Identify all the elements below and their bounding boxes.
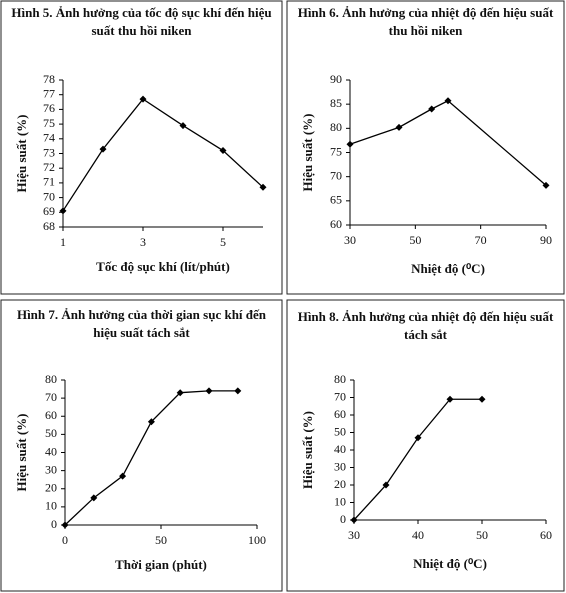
- x-tick-label: 50: [155, 533, 167, 547]
- y-tick-label: 76: [43, 101, 55, 115]
- y-tick-label: 70: [45, 390, 57, 404]
- data-point: [382, 481, 390, 489]
- x-axis-label: Thời gian (phút): [115, 557, 207, 572]
- panel-border: [286, 299, 565, 592]
- data-point: [346, 140, 354, 148]
- data-line: [349, 100, 547, 186]
- y-tick-label: 80: [334, 372, 346, 386]
- y-tick-label: 80: [330, 120, 342, 134]
- x-tick-label: 50: [476, 528, 488, 542]
- y-tick-label: 69: [43, 204, 55, 218]
- x-tick-label: 3: [140, 235, 146, 249]
- data-point: [414, 434, 422, 442]
- chart-title: Hình 6. Ảnh hưởng của nhiệt độ đến hiệu …: [297, 5, 554, 38]
- y-tick-label: 78: [43, 72, 55, 86]
- data-point: [139, 95, 147, 103]
- data-point: [61, 521, 69, 529]
- y-tick-label: 50: [334, 424, 346, 438]
- y-tick-label: 75: [43, 116, 55, 130]
- data-line: [64, 390, 238, 526]
- panel-border: [286, 0, 565, 295]
- y-tick-label: 70: [43, 189, 55, 203]
- data-point: [179, 122, 187, 130]
- y-tick-label: 72: [43, 160, 55, 174]
- y-tick-label: 60: [45, 408, 57, 422]
- y-tick-label: 20: [45, 481, 57, 495]
- y-axis-label: Hiệu suất (%): [14, 115, 29, 193]
- y-tick-label: 20: [334, 477, 346, 491]
- data-point: [219, 147, 227, 155]
- x-axis-label: Nhiệt độ (⁰C): [413, 556, 487, 571]
- data-point: [444, 97, 452, 105]
- y-tick-label: 30: [334, 459, 346, 473]
- data-point: [99, 145, 107, 153]
- data-point: [90, 494, 98, 502]
- y-tick-label: 70: [330, 168, 342, 182]
- data-point: [395, 123, 403, 131]
- x-tick-label: 40: [412, 528, 424, 542]
- x-tick-label: 30: [348, 528, 360, 542]
- y-tick-label: 0: [51, 517, 57, 531]
- y-tick-label: 80: [45, 372, 57, 386]
- y-tick-label: 90: [330, 72, 342, 86]
- data-line: [62, 98, 264, 212]
- y-tick-label: 70: [334, 389, 346, 403]
- x-tick-label: 30: [344, 233, 356, 247]
- y-tick-label: 30: [45, 462, 57, 476]
- data-point: [478, 395, 486, 403]
- x-axis-label: Tốc độ sục khí (lít/phút): [96, 259, 230, 274]
- title-box: Hình 6. Ảnh hưởng của nhiệt độ đến hiệu …: [297, 5, 554, 38]
- chart-title: Hình 8. Ảnh hưởng của nhiệt độ đến hiệu …: [297, 309, 554, 342]
- data-point: [205, 387, 213, 395]
- y-tick-label: 71: [43, 175, 55, 189]
- data-point: [446, 395, 454, 403]
- y-tick-label: 40: [334, 442, 346, 456]
- data-point: [147, 418, 155, 426]
- title-box: Hình 8. Ảnh hưởng của nhiệt độ đến hiệu …: [297, 309, 554, 342]
- x-tick-label: 0: [62, 533, 68, 547]
- x-tick-label: 5: [220, 235, 226, 249]
- y-tick-label: 74: [43, 131, 55, 145]
- title-box: Hình 7. Ảnh hưởng của thời gian sục khí …: [16, 307, 267, 340]
- x-tick-label: 70: [475, 233, 487, 247]
- data-point: [428, 105, 436, 113]
- y-tick-label: 0: [340, 512, 346, 526]
- y-tick-label: 65: [330, 193, 342, 207]
- y-tick-label: 60: [330, 217, 342, 231]
- y-tick-label: 10: [334, 494, 346, 508]
- y-tick-label: 40: [45, 444, 57, 458]
- y-tick-label: 50: [45, 426, 57, 440]
- data-point: [176, 389, 184, 397]
- y-axis-label: Hiệu suất (%): [14, 414, 29, 492]
- panel-border: [0, 299, 283, 592]
- x-tick-label: 90: [540, 233, 552, 247]
- y-tick-label: 75: [330, 144, 342, 158]
- y-axis-label: Hiệu suất (%): [300, 411, 315, 489]
- y-tick-label: 85: [330, 96, 342, 110]
- panel-border: [0, 0, 283, 295]
- chart-title: Hình 5. Ảnh hưởng của tốc độ sục khí đến…: [11, 5, 272, 38]
- data-line: [353, 398, 482, 521]
- y-tick-label: 68: [43, 219, 55, 233]
- data-point: [350, 516, 358, 524]
- y-tick-label: 60: [334, 407, 346, 421]
- data-point: [119, 472, 127, 480]
- chart-title: Hình 7. Ảnh hưởng của thời gian sục khí …: [16, 307, 267, 340]
- data-point: [234, 387, 242, 395]
- x-axis-label: Nhiệt độ (⁰C): [411, 261, 485, 276]
- y-tick-label: 73: [43, 145, 55, 159]
- title-box: Hình 5. Ảnh hưởng của tốc độ sục khí đến…: [11, 5, 272, 38]
- data-point: [59, 207, 67, 215]
- x-tick-label: 60: [540, 528, 552, 542]
- data-point: [542, 181, 550, 189]
- y-axis-label: Hiệu suất (%): [300, 114, 315, 192]
- x-tick-label: 100: [248, 533, 266, 547]
- data-point: [259, 183, 267, 191]
- y-tick-label: 77: [43, 86, 55, 100]
- x-tick-label: 1: [60, 235, 66, 249]
- x-tick-label: 50: [409, 233, 421, 247]
- y-tick-label: 10: [45, 499, 57, 513]
